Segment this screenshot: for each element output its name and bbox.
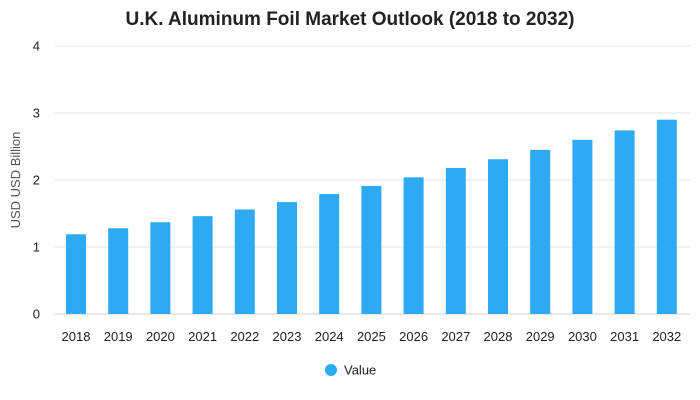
- bars: [66, 119, 677, 314]
- bar-2030[interactable]: [572, 139, 593, 314]
- y-tick-label: 1: [33, 240, 40, 255]
- x-tick-label: 2029: [526, 329, 555, 344]
- legend-marker-icon: [325, 364, 337, 376]
- x-tick-label: 2025: [357, 329, 386, 344]
- x-tick-label: 2026: [399, 329, 428, 344]
- x-tick-label: 2024: [315, 329, 344, 344]
- y-tick-label: 2: [33, 173, 40, 188]
- x-axis-ticks: 2018 2019 2020 2021 2022 2023 2024 2025 2026 2027…: [62, 329, 682, 344]
- y-axis-title: USD USD Billion: [8, 132, 23, 229]
- bar-2024[interactable]: [319, 194, 340, 314]
- bar-2025[interactable]: [361, 186, 382, 314]
- x-tick-label: 2030: [568, 329, 597, 344]
- x-tick-label: 2031: [610, 329, 639, 344]
- x-tick-label: 2023: [273, 329, 302, 344]
- bar-2020[interactable]: [150, 222, 171, 314]
- x-tick-label: 2021: [188, 329, 217, 344]
- y-tick-label: 4: [33, 39, 40, 54]
- bar-2032[interactable]: [656, 119, 677, 314]
- bar-2023[interactable]: [277, 202, 297, 314]
- x-tick-label: 2020: [146, 329, 175, 344]
- bar-2027[interactable]: [445, 167, 466, 314]
- x-tick-label: 2028: [484, 329, 513, 344]
- x-tick-label: 2032: [652, 329, 681, 344]
- x-tick-label: 2027: [441, 329, 470, 344]
- bar-2022[interactable]: [234, 209, 255, 314]
- x-tick-label: 2019: [104, 329, 133, 344]
- bar-2031[interactable]: [614, 130, 635, 314]
- bar-2029[interactable]: [530, 149, 551, 314]
- x-tick-label: 2018: [62, 329, 91, 344]
- bar-2019[interactable]: [108, 228, 129, 314]
- bar-2021[interactable]: [192, 216, 213, 314]
- y-axis-ticks: 0 1 2 3 4: [33, 39, 40, 322]
- bar-2026[interactable]: [403, 177, 424, 314]
- legend[interactable]: Value: [325, 363, 376, 378]
- bar-2018[interactable]: [66, 234, 86, 314]
- x-tick-label: 2022: [230, 329, 259, 344]
- chart-title: U.K. Aluminum Foil Market Outlook (2018 …: [125, 9, 574, 30]
- y-tick-label: 3: [33, 106, 40, 121]
- bar-2028[interactable]: [488, 159, 508, 314]
- legend-label: Value: [344, 363, 376, 378]
- y-tick-label: 0: [33, 307, 40, 322]
